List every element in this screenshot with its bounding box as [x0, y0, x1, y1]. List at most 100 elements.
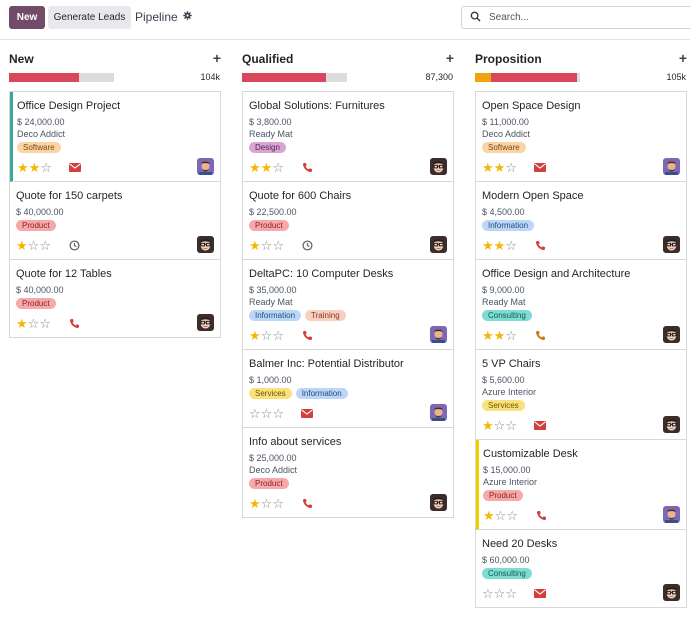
star-icon[interactable]: ★: [482, 418, 494, 433]
avatar[interactable]: [663, 416, 680, 433]
star-icon[interactable]: ☆: [260, 406, 273, 421]
star-icon[interactable]: ★: [16, 238, 28, 253]
kanban-card[interactable]: Need 20 Desks $ 60,000.00 Consulting ☆☆☆: [476, 530, 686, 607]
kanban-card[interactable]: Quote for 150 carpets $ 40,000.00 Product ★…: [10, 182, 220, 260]
star-icon[interactable]: ★: [493, 160, 506, 175]
search-bar[interactable]: [461, 6, 690, 29]
star-icon[interactable]: ★: [483, 508, 495, 523]
plus-icon[interactable]: +: [445, 50, 454, 66]
star-icon[interactable]: ★: [16, 316, 28, 331]
priority-stars[interactable]: ★☆☆: [482, 418, 517, 434]
kanban-card[interactable]: Open Space Design $ 11,000.00 Deco Addict S…: [476, 92, 686, 182]
kanban-card[interactable]: Office Design and Architecture $ 9,000.00…: [476, 260, 686, 350]
kanban-card[interactable]: Quote for 12 Tables $ 40,000.00 Product ★☆☆: [10, 260, 220, 337]
priority-stars[interactable]: ☆☆☆: [482, 586, 517, 602]
priority-stars[interactable]: ★★☆: [482, 328, 517, 344]
phone-icon[interactable]: [300, 328, 314, 342]
star-icon[interactable]: ★: [249, 160, 261, 175]
star-icon[interactable]: ☆: [260, 496, 273, 511]
star-icon[interactable]: ★: [482, 160, 494, 175]
priority-stars[interactable]: ★★☆: [249, 160, 284, 176]
search-input[interactable]: [489, 12, 669, 23]
progress-segment-red[interactable]: [491, 73, 577, 82]
generate-leads-button[interactable]: Generate Leads: [48, 6, 131, 29]
star-icon[interactable]: ☆: [505, 586, 517, 601]
plus-icon[interactable]: +: [212, 50, 221, 66]
priority-stars[interactable]: ★☆☆: [16, 316, 51, 332]
clock-icon[interactable]: [67, 238, 81, 252]
star-icon[interactable]: ☆: [39, 238, 51, 253]
star-icon[interactable]: ★: [260, 160, 273, 175]
star-icon[interactable]: ★: [249, 328, 261, 343]
star-icon[interactable]: ☆: [40, 160, 52, 175]
star-icon[interactable]: ☆: [39, 316, 51, 331]
column-progress-bar[interactable]: [475, 73, 580, 82]
phone-icon[interactable]: [533, 328, 547, 342]
kanban-card[interactable]: Modern Open Space $ 4,500.00 Information ★★…: [476, 182, 686, 260]
envelope-icon[interactable]: [533, 586, 547, 600]
kanban-card[interactable]: DeltaPC: 10 Computer Desks $ 35,000.00 Rea…: [243, 260, 453, 350]
envelope-icon[interactable]: [300, 406, 314, 420]
priority-stars[interactable]: ★☆☆: [16, 238, 51, 254]
kanban-card[interactable]: Balmer Inc: Potential Distributor $ 1,000…: [243, 350, 453, 428]
gear-icon[interactable]: [182, 11, 192, 23]
avatar[interactable]: [197, 314, 214, 331]
avatar[interactable]: [663, 236, 680, 253]
plus-icon[interactable]: +: [678, 50, 687, 66]
progress-segment-orange[interactable]: [475, 73, 491, 82]
priority-stars[interactable]: ☆☆☆: [249, 406, 284, 422]
star-icon[interactable]: ☆: [272, 406, 284, 421]
avatar[interactable]: [663, 326, 680, 343]
star-icon[interactable]: ☆: [272, 160, 284, 175]
star-icon[interactable]: ★: [28, 160, 41, 175]
clock-icon[interactable]: [300, 238, 314, 252]
avatar[interactable]: [663, 158, 680, 175]
star-icon[interactable]: ★: [17, 160, 29, 175]
priority-stars[interactable]: ★★☆: [482, 238, 517, 254]
star-icon[interactable]: ★: [249, 496, 261, 511]
progress-segment-red[interactable]: [242, 73, 326, 82]
kanban-card[interactable]: 5 VP Chairs $ 5,600.00 Azure Interior Servi…: [476, 350, 686, 440]
avatar[interactable]: [430, 158, 447, 175]
kanban-card[interactable]: Office Design Project $ 24,000.00 Deco Add…: [10, 92, 220, 182]
star-icon[interactable]: ☆: [506, 508, 518, 523]
kanban-card[interactable]: Customizable Desk $ 15,000.00 Azure Interi…: [476, 440, 686, 530]
new-button[interactable]: New: [9, 6, 45, 29]
envelope-icon[interactable]: [533, 418, 547, 432]
star-icon[interactable]: ☆: [272, 496, 284, 511]
star-icon[interactable]: ★: [482, 328, 494, 343]
kanban-card[interactable]: Quote for 600 Chairs $ 22,500.00 Product ★☆…: [243, 182, 453, 260]
star-icon[interactable]: ☆: [482, 586, 494, 601]
avatar[interactable]: [430, 326, 447, 343]
avatar[interactable]: [197, 158, 214, 175]
progress-segment-red[interactable]: [9, 73, 79, 82]
star-icon[interactable]: ★: [249, 238, 261, 253]
column-progress-bar[interactable]: [9, 73, 114, 82]
star-icon[interactable]: ☆: [493, 418, 506, 433]
star-icon[interactable]: ☆: [505, 160, 517, 175]
avatar[interactable]: [197, 236, 214, 253]
priority-stars[interactable]: ★☆☆: [249, 238, 284, 254]
star-icon[interactable]: ★: [493, 328, 506, 343]
kanban-card[interactable]: Global Solutions: Furnitures $ 3,800.00 Re…: [243, 92, 453, 182]
avatar[interactable]: [663, 506, 680, 523]
phone-icon[interactable]: [534, 508, 548, 522]
star-icon[interactable]: ★: [482, 238, 494, 253]
phone-icon[interactable]: [300, 160, 314, 174]
star-icon[interactable]: ☆: [505, 328, 517, 343]
star-icon[interactable]: ★: [493, 238, 506, 253]
kanban-card[interactable]: Info about services $ 25,000.00 Deco Addic…: [243, 428, 453, 517]
priority-stars[interactable]: ★★☆: [17, 160, 52, 176]
avatar[interactable]: [430, 494, 447, 511]
phone-icon[interactable]: [533, 238, 547, 252]
phone-icon[interactable]: [300, 496, 314, 510]
star-icon[interactable]: ☆: [493, 586, 506, 601]
star-icon[interactable]: ☆: [494, 508, 507, 523]
star-icon[interactable]: ☆: [27, 316, 40, 331]
priority-stars[interactable]: ★☆☆: [483, 508, 518, 524]
phone-icon[interactable]: [67, 316, 81, 330]
star-icon[interactable]: ☆: [27, 238, 40, 253]
priority-stars[interactable]: ★☆☆: [249, 328, 284, 344]
star-icon[interactable]: ☆: [272, 238, 284, 253]
star-icon[interactable]: ☆: [505, 418, 517, 433]
